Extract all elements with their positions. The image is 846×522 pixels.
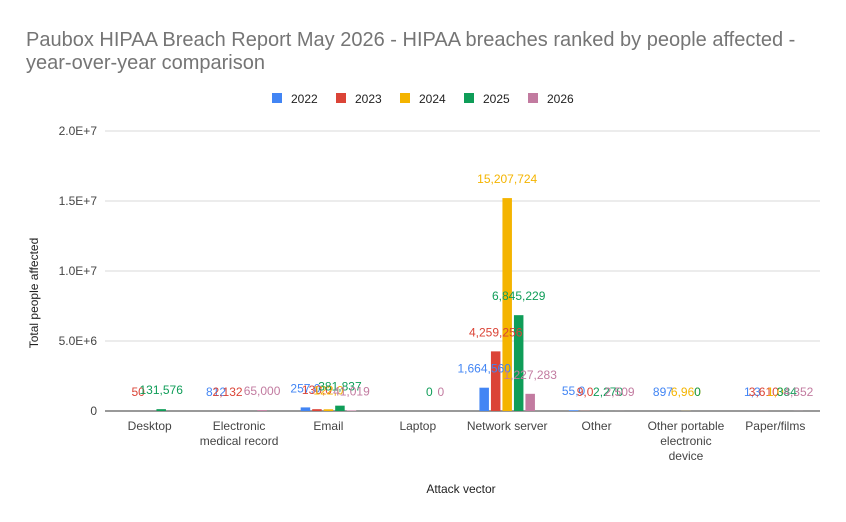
y-tick-label: 1.0E+7 <box>59 264 98 278</box>
bar <box>502 198 512 411</box>
data-label: 1,3 <box>744 385 761 399</box>
x-tick-label: Electronic medical record <box>200 419 279 448</box>
bar <box>568 410 579 411</box>
x-tick-label: Email <box>313 419 343 433</box>
x-tick-label: Network server <box>467 419 548 433</box>
bar <box>300 407 311 411</box>
gridlines <box>105 130 820 412</box>
data-label: 897 <box>653 385 673 399</box>
data-label: 257,0 <box>290 381 320 395</box>
data-label: 122,0 <box>313 383 343 397</box>
legend-label: 2022 <box>291 92 318 106</box>
bar <box>490 351 501 411</box>
data-label: 2,132 <box>213 385 243 399</box>
bar <box>479 387 489 411</box>
data-label: 0 <box>694 385 701 399</box>
x-tick-label: Desktop <box>128 419 172 433</box>
legend-swatch <box>464 93 474 103</box>
chart-title-line-2: year-over-year comparison <box>26 52 265 74</box>
y-tick-label: 5.0E+6 <box>59 334 98 348</box>
bar <box>513 315 524 411</box>
data-label: 65,000 <box>244 384 281 398</box>
data-label: 812 <box>206 385 226 399</box>
y-tick-label: 0 <box>90 404 97 418</box>
legend-swatch <box>400 93 410 103</box>
data-label: 41,019 <box>333 384 370 398</box>
bar <box>335 405 345 411</box>
bar <box>156 409 166 411</box>
x-tick-label: Paper/films <box>745 419 805 433</box>
data-label: 131,576 <box>139 383 183 397</box>
data-label: 4,259,256 <box>469 325 523 339</box>
bar <box>257 410 267 411</box>
legend: 2022 2023 2024 2025 2026 <box>272 92 574 106</box>
bar <box>312 409 322 411</box>
y-tick-label: 1.5E+7 <box>59 194 98 208</box>
data-label: 2,509 <box>605 385 635 399</box>
data-label: 50 <box>132 385 146 399</box>
data-label: 2,270 <box>593 385 623 399</box>
bar <box>346 410 357 411</box>
data-label: 0 <box>437 385 444 399</box>
data-label: 6,845,229 <box>492 289 546 303</box>
bar <box>525 393 535 411</box>
legend-label: 2023 <box>355 92 382 106</box>
legend-label: 2024 <box>419 92 446 106</box>
data-label: 9,0 <box>577 385 594 399</box>
legend-label: 2026 <box>547 92 574 106</box>
data-label: 130,0 <box>302 383 332 397</box>
chart-title-line-1: Paubox HIPAA Breach Report May 2026 - HI… <box>26 29 795 51</box>
y-tick-label: 2.0E+7 <box>59 124 98 138</box>
data-label: 0 <box>426 385 433 399</box>
bar <box>323 409 334 411</box>
data-label: 4,352 <box>783 385 813 399</box>
x-tick-label: Other portable electronic device <box>648 419 725 463</box>
bars <box>133 198 804 411</box>
y-axis-title: Total people affected <box>27 238 41 349</box>
legend-swatch <box>528 93 538 103</box>
y-axis-ticks: 0 5.0E+6 1.0E+7 1.5E+7 2.0E+7 <box>59 124 98 418</box>
data-label: 381,837 <box>318 380 362 394</box>
data-label: 1,227,283 <box>503 368 557 382</box>
x-axis-ticks: Desktop Electronic medical record Email Lapt… <box>128 419 806 463</box>
legend-swatch <box>336 93 346 103</box>
data-label: 1,664,560 <box>457 362 511 376</box>
data-label: 6,960 <box>671 385 701 399</box>
data-label: 384 <box>777 385 797 399</box>
legend-swatch <box>272 93 282 103</box>
data-label: 3,610 <box>749 385 779 399</box>
data-label: 1,0 <box>767 385 784 399</box>
x-axis-title: Attack vector <box>426 482 495 496</box>
x-tick-label: Laptop <box>399 419 436 433</box>
data-label: 55,0 <box>562 384 586 398</box>
x-tick-label: Other <box>582 419 612 433</box>
data-label: 15,207,724 <box>477 172 537 186</box>
legend-label: 2025 <box>483 92 510 106</box>
